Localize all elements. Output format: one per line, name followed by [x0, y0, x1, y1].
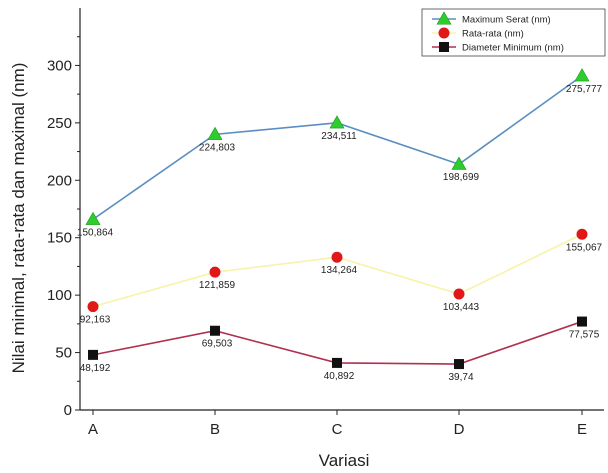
data-label: 134,264: [321, 265, 358, 276]
y-tick-label: 0: [64, 402, 72, 419]
data-label: 69,503: [202, 339, 233, 350]
data-label: 234,511: [321, 131, 357, 142]
circle-marker: [576, 228, 588, 240]
y-tick-label: 250: [47, 115, 72, 132]
data-label: 155,067: [566, 242, 603, 253]
x-axis-title: Variasi: [319, 451, 370, 470]
data-label: 77,575: [569, 330, 600, 341]
data-label: 39,74: [448, 372, 473, 383]
circle-marker: [438, 27, 450, 39]
x-tick-label: B: [210, 421, 220, 438]
y-tick-label: 50: [55, 345, 72, 362]
legend: Maximum Serat (nm) Rata-rata (nm) Diameter…: [421, 8, 606, 57]
y-axis-title: Nilai minimal, rata-rata dan maximal (nm…: [9, 63, 28, 374]
x-tick-label: D: [454, 421, 465, 438]
data-label: 92,163: [80, 315, 111, 326]
triangle-marker: [207, 126, 223, 140]
triangle-marker: [329, 115, 345, 129]
data-label: 224,803: [199, 142, 236, 153]
square-marker: [332, 357, 342, 368]
data-label: 198,699: [443, 172, 480, 183]
triangle-marker: [451, 156, 467, 170]
square-marker: [454, 359, 464, 370]
circle-marker: [87, 301, 99, 313]
legend-label: Maximum Serat (nm): [462, 15, 551, 26]
x-tick-label: A: [88, 421, 98, 438]
square-marker: [210, 325, 220, 336]
legend-label: Diameter Minimum (nm): [462, 43, 564, 54]
data-label: 275,777: [566, 84, 603, 95]
axes: 0 50 100 150 200 250 300 A B C D E Variasi Nilai mini…: [9, 8, 604, 470]
circle-marker: [453, 288, 465, 300]
data-label: 103,443: [443, 302, 480, 313]
square-marker: [88, 349, 98, 360]
square-marker: [439, 42, 449, 52]
series-markers: [85, 68, 590, 370]
data-labels: 150,864 224,803 234,511 198,699 275,777 92,16…: [77, 84, 603, 383]
circle-marker: [209, 266, 221, 278]
triangle-marker: [436, 11, 452, 25]
y-tick-label: 200: [47, 172, 72, 189]
legend-label: Rata-rata (nm): [462, 29, 524, 40]
y-tick-label: 300: [47, 57, 72, 74]
data-label: 40,892: [324, 371, 355, 382]
data-label: 48,192: [80, 363, 111, 374]
circle-marker: [331, 251, 343, 263]
data-label: 121,859: [199, 280, 236, 291]
y-tick-label: 150: [47, 230, 72, 247]
data-label: 150,864: [77, 227, 114, 238]
square-marker: [577, 316, 587, 327]
x-tick-label: E: [577, 421, 587, 438]
y-tick-label: 100: [47, 287, 72, 304]
triangle-marker: [574, 68, 590, 82]
x-tick-label: C: [332, 421, 343, 438]
triangle-marker: [85, 211, 101, 225]
